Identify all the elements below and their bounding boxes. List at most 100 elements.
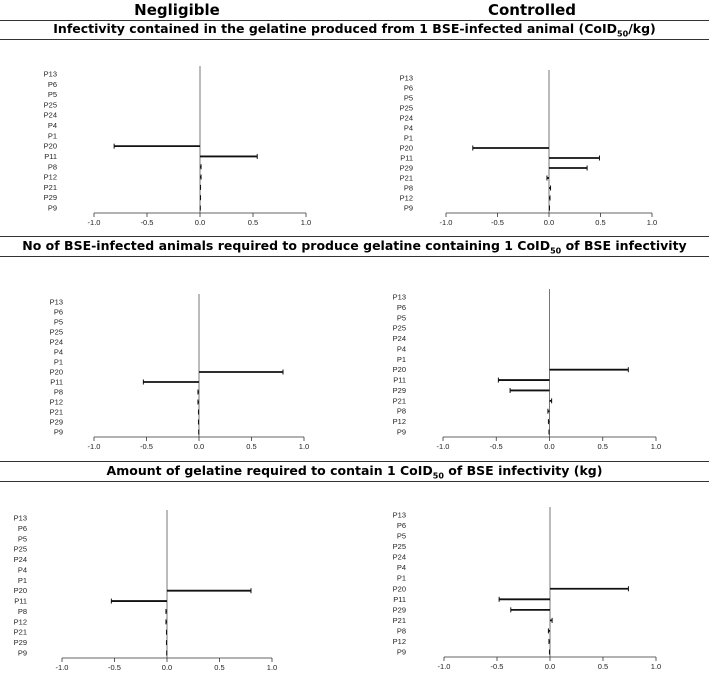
category-label: P25 <box>400 104 413 113</box>
x-tick-label: -0.5 <box>491 662 504 671</box>
category-label: P29 <box>393 605 406 614</box>
category-label: P24 <box>50 338 63 347</box>
category-label: P29 <box>400 164 413 173</box>
category-label: P12 <box>400 194 413 203</box>
category-label: P25 <box>393 542 406 551</box>
category-label: P29 <box>14 638 27 647</box>
category-label: P1 <box>48 131 57 140</box>
category-label: P1 <box>404 134 413 143</box>
category-label: P11 <box>14 597 27 606</box>
category-label: P12 <box>44 173 57 182</box>
category-label: P9 <box>397 428 406 437</box>
category-label: P8 <box>18 607 27 616</box>
category-label: P13 <box>14 514 27 523</box>
category-label: P9 <box>18 649 27 658</box>
category-label: P12 <box>393 417 406 426</box>
x-tick-label: -1.0 <box>438 662 451 671</box>
category-label: P6 <box>54 308 63 317</box>
category-label: P5 <box>397 313 406 322</box>
x-tick-label: 0.5 <box>595 218 605 227</box>
x-tick-label: -1.0 <box>440 218 453 227</box>
category-label: P20 <box>14 586 27 595</box>
category-label: P21 <box>393 616 406 625</box>
x-tick-label: 1.0 <box>651 662 661 671</box>
section-title-text: No of BSE-infected animals required to p… <box>22 238 551 253</box>
category-label: P8 <box>397 626 406 635</box>
category-label: P6 <box>48 80 57 89</box>
section-divider <box>0 39 709 40</box>
category-label: P1 <box>54 358 63 367</box>
x-tick-label: -1.0 <box>88 442 101 451</box>
category-label: P25 <box>44 100 57 109</box>
section-title-gelatine-per-coid50: Amount of gelatine required to contain 1… <box>0 463 709 481</box>
category-label: P24 <box>400 114 413 123</box>
category-label: P4 <box>404 124 413 133</box>
category-label: P4 <box>18 565 27 574</box>
category-label: P5 <box>48 90 57 99</box>
x-tick-label: 1.0 <box>651 442 661 451</box>
x-tick-label: 1.0 <box>647 218 657 227</box>
category-label: P5 <box>54 318 63 327</box>
section-title-subscript: 50 <box>432 471 444 481</box>
category-label: P4 <box>54 348 63 357</box>
section-divider <box>0 20 709 21</box>
category-label: P20 <box>393 365 406 374</box>
x-tick-label: 0.5 <box>246 442 256 451</box>
category-label: P21 <box>400 174 413 183</box>
category-label: P5 <box>18 534 27 543</box>
category-label: P11 <box>50 378 63 387</box>
x-tick-label: 0.5 <box>248 218 258 227</box>
category-label: P5 <box>397 532 406 541</box>
category-label: P9 <box>397 648 406 657</box>
category-label: P20 <box>393 584 406 593</box>
category-label: P9 <box>404 204 413 213</box>
category-label: P25 <box>14 545 27 554</box>
category-label: P13 <box>393 293 406 302</box>
section-title-text: Amount of gelatine required to contain 1… <box>106 463 433 478</box>
category-label: P1 <box>397 574 406 583</box>
x-tick-label: -1.0 <box>437 442 450 451</box>
section-divider <box>0 236 709 237</box>
category-label: P13 <box>50 298 63 307</box>
category-label: P4 <box>48 121 57 130</box>
category-label: P11 <box>400 154 413 163</box>
x-tick-label: 1.0 <box>299 442 309 451</box>
x-tick-label: 0.0 <box>545 662 555 671</box>
category-label: P20 <box>50 368 63 377</box>
x-tick-label: -0.5 <box>140 442 153 451</box>
category-label: P21 <box>14 628 27 637</box>
category-label: P8 <box>48 162 57 171</box>
section-title-subscript: 50 <box>550 246 562 256</box>
category-label: P1 <box>18 576 27 585</box>
section-title-text: Infectivity contained in the gelatine pr… <box>53 21 618 36</box>
category-label: P9 <box>54 428 63 437</box>
category-label: P6 <box>18 524 27 533</box>
section-title-animals-per-coid50: No of BSE-infected animals required to p… <box>0 238 709 256</box>
category-label: P13 <box>400 74 413 83</box>
category-label: P29 <box>44 193 57 202</box>
category-label: P20 <box>400 144 413 153</box>
section-divider <box>0 256 709 257</box>
x-tick-label: 0.0 <box>162 663 172 672</box>
category-label: P13 <box>44 70 57 79</box>
category-label: P12 <box>14 617 27 626</box>
category-label: P21 <box>50 408 63 417</box>
column-header-controlled: Controlled <box>487 1 577 19</box>
section-title-infectivity-per-animal: Infectivity contained in the gelatine pr… <box>0 21 709 39</box>
category-label: P11 <box>44 152 57 161</box>
category-label: P21 <box>44 183 57 192</box>
category-label: P24 <box>44 111 57 120</box>
x-tick-label: -0.5 <box>141 218 154 227</box>
category-label: P20 <box>44 142 57 151</box>
category-label: P6 <box>397 521 406 530</box>
x-tick-label: 1.0 <box>267 663 277 672</box>
x-tick-label: 0.5 <box>598 662 608 671</box>
x-tick-label: 1.0 <box>301 218 311 227</box>
category-label: P24 <box>14 555 27 564</box>
x-tick-label: -0.5 <box>108 663 121 672</box>
category-label: P1 <box>397 355 406 364</box>
category-label: P6 <box>404 84 413 93</box>
category-label: P8 <box>404 184 413 193</box>
category-label: P5 <box>404 94 413 103</box>
